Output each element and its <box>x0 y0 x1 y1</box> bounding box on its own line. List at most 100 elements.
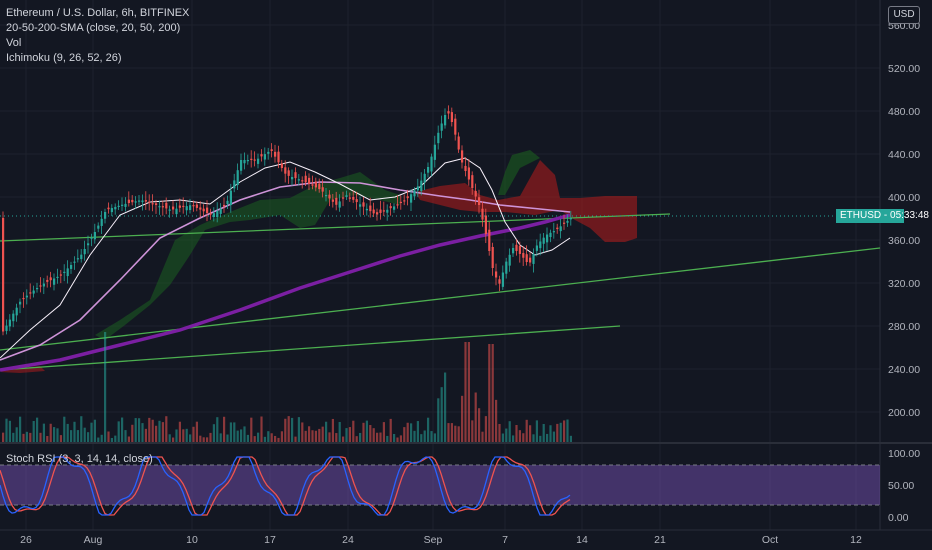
price-label: 360.00 <box>888 235 920 247</box>
candle-body <box>410 194 413 203</box>
candle-body <box>138 200 141 202</box>
volume-bar <box>76 430 79 442</box>
volume-bar <box>100 434 103 442</box>
volume-bar <box>304 430 307 442</box>
candle-body <box>498 279 501 284</box>
stoch-rsi-indicator-label[interactable]: Stoch RSI (3, 3, 14, 14, close) <box>6 453 153 465</box>
candle-body <box>83 249 86 255</box>
ichimoku-cloud-bearish <box>415 160 637 242</box>
candle-body <box>189 205 192 211</box>
currency-button[interactable]: USD <box>888 6 920 24</box>
candle-body <box>280 163 283 168</box>
volume-bar <box>529 425 532 442</box>
volume-bar <box>481 431 484 442</box>
volume-bar <box>508 421 511 442</box>
candle-body <box>243 160 246 164</box>
candle-body <box>90 237 93 239</box>
volume-bar <box>444 372 447 442</box>
volume-bar <box>168 434 171 442</box>
candle-body <box>484 215 487 235</box>
candle-body <box>182 205 185 208</box>
candle-body <box>229 190 232 206</box>
volume-bar <box>19 416 22 442</box>
candle-body <box>308 177 311 184</box>
candle-body <box>104 212 107 219</box>
volume-bar <box>427 417 430 442</box>
candle-body <box>321 187 324 192</box>
volume-bar <box>127 436 130 442</box>
candle-body <box>277 151 280 163</box>
volume-bar <box>73 421 76 442</box>
candle-body <box>423 173 426 183</box>
trendline-lower <box>0 325 621 371</box>
candle-body <box>42 283 45 287</box>
candle-body <box>461 150 464 163</box>
volume-bar <box>257 432 260 442</box>
candle-body <box>532 254 535 264</box>
volume-bar <box>376 432 379 442</box>
volume-bar <box>144 428 147 442</box>
volume-bar <box>121 417 124 442</box>
candle-body <box>267 151 270 154</box>
candle-body <box>148 201 151 203</box>
candle-body <box>389 206 392 209</box>
trendlines[interactable] <box>0 213 881 371</box>
volume-bar <box>2 432 5 442</box>
candle-body <box>12 313 15 322</box>
volume-bar <box>311 430 314 442</box>
candle-body <box>444 115 447 126</box>
price-tag-symbol: ETHUSD <box>840 210 882 221</box>
volume-bar <box>199 435 202 442</box>
symbol-title[interactable]: Ethereum / U.S. Dollar, 6h, BITFINEX <box>6 7 190 19</box>
volume-bar <box>66 423 69 442</box>
candle-body <box>270 149 273 151</box>
candle-body <box>151 203 154 205</box>
volume-bar <box>117 421 120 442</box>
candlesticks[interactable] <box>2 105 572 336</box>
volume-bar <box>53 427 56 442</box>
candle-body <box>158 206 161 208</box>
candle-body <box>263 154 266 160</box>
volume-bar <box>93 419 96 442</box>
volume-bar <box>253 436 256 442</box>
volume-indicator-label[interactable]: Vol <box>6 37 22 49</box>
candle-body <box>433 144 436 160</box>
candle-body <box>529 257 532 263</box>
candle-body <box>539 241 542 249</box>
candle-body <box>359 204 362 207</box>
candle-body <box>287 170 290 176</box>
candle-body <box>437 132 440 144</box>
volume-bar <box>525 419 528 442</box>
candle-body <box>345 195 348 197</box>
ichimoku-cloud-bullish <box>95 172 400 340</box>
price-label: 440.00 <box>888 149 920 161</box>
volume-bar <box>36 417 39 442</box>
ichimoku-indicator-label[interactable]: Ichimoku (9, 26, 52, 26) <box>6 52 122 64</box>
volume-bar <box>219 433 222 442</box>
volume-bars <box>2 332 572 442</box>
candle-body <box>525 254 528 262</box>
candle-body <box>365 208 368 211</box>
candle-body <box>501 272 504 287</box>
volume-bar <box>328 432 331 442</box>
volume-bar <box>229 422 232 442</box>
volume-bar <box>178 421 181 442</box>
trendline-middle <box>0 247 881 351</box>
volume-bar <box>474 392 477 442</box>
volume-bar <box>134 418 137 442</box>
sma-indicator-label[interactable]: 20-50-200-SMA (close, 20, 50, 200) <box>6 22 181 34</box>
time-label: 7 <box>502 534 508 546</box>
volume-bar <box>270 433 273 442</box>
candle-body <box>304 175 307 183</box>
candle-body <box>97 225 100 229</box>
volume-bar <box>379 432 382 442</box>
candle-body <box>552 231 555 233</box>
price-label: 520.00 <box>888 63 920 75</box>
volume-bar <box>484 416 487 442</box>
candle-body <box>22 297 25 300</box>
volume-bar <box>566 419 569 442</box>
candle-body <box>420 180 423 192</box>
volume-bar <box>25 431 28 442</box>
candle-body <box>192 205 195 207</box>
